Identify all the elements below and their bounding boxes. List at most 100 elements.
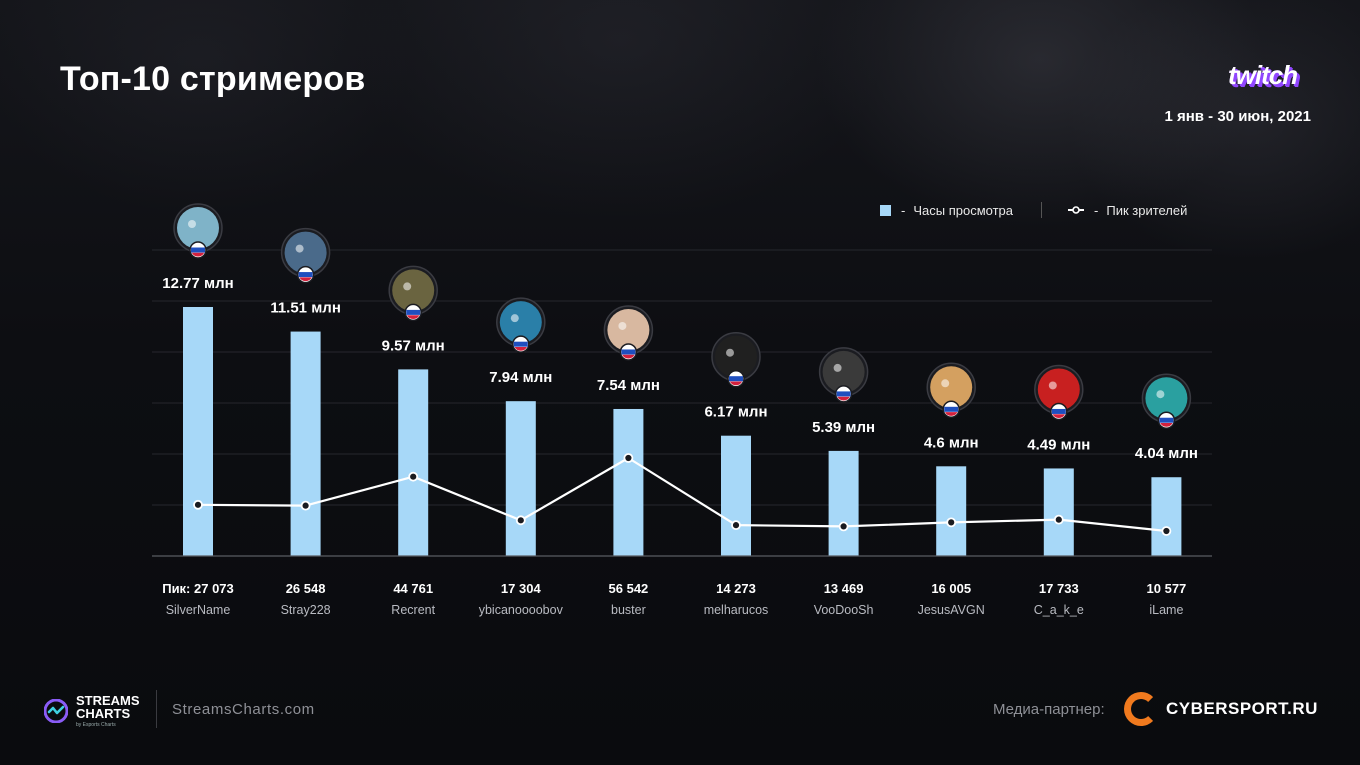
peak-viewers-label: 26 548 bbox=[286, 581, 326, 596]
streams-charts-icon bbox=[44, 699, 68, 723]
recrent-avatar bbox=[388, 265, 438, 322]
russia-flag-icon bbox=[942, 400, 960, 419]
flag-red bbox=[837, 396, 850, 401]
flag-red bbox=[407, 315, 420, 319]
twitch-logo: twitch bbox=[1228, 60, 1298, 90]
bar bbox=[936, 466, 967, 556]
flag-blue bbox=[944, 406, 959, 412]
avatar-image bbox=[930, 366, 973, 409]
chart-legend: - Часы просмотра - Пик зрителей bbox=[880, 202, 1187, 218]
peak-viewers-label: 16 005 bbox=[931, 581, 971, 596]
streams-charts-name-line2: CHARTS bbox=[76, 706, 131, 721]
peak-viewers-label: 56 542 bbox=[609, 581, 649, 596]
page-title: Топ-10 стримеров bbox=[60, 60, 366, 98]
bar bbox=[1043, 468, 1074, 556]
flag-red bbox=[514, 346, 527, 351]
avatar-image bbox=[177, 207, 219, 249]
avatar-image bbox=[607, 308, 650, 351]
peak-viewers-point bbox=[515, 515, 526, 526]
media-partner-label: Медиа-партнер: bbox=[993, 701, 1105, 718]
flag-blue bbox=[298, 272, 313, 278]
avatar-highlight bbox=[618, 321, 627, 330]
flag-red bbox=[729, 381, 743, 386]
streams-charts-logo[interactable]: STREAMS CHARTS by Esports Charts bbox=[44, 694, 140, 728]
flag-blue bbox=[836, 391, 851, 397]
streamer-name-label: SilverName bbox=[166, 603, 231, 617]
avatar-highlight bbox=[833, 363, 842, 372]
peak-viewers-label: 14 273 bbox=[716, 581, 756, 596]
avatar-highlight bbox=[1156, 390, 1165, 399]
flag-blue bbox=[191, 247, 205, 253]
bar bbox=[1151, 477, 1182, 556]
avatar-image bbox=[1145, 377, 1188, 420]
cybersport-name: CYBERSPORT.RU bbox=[1166, 699, 1318, 718]
avatar-image bbox=[715, 335, 757, 378]
peak-viewers-point bbox=[193, 499, 203, 510]
bar bbox=[398, 369, 429, 556]
bar-value-label: 7.94 млн bbox=[489, 369, 552, 386]
man-avatar bbox=[818, 347, 869, 403]
bar-value-label: 5.39 млн bbox=[812, 419, 875, 436]
streamer-name-label: melharucos bbox=[704, 603, 769, 617]
jesus-avatar bbox=[926, 362, 976, 419]
bar-value-label: 4.49 млн bbox=[1027, 436, 1090, 453]
peak-viewers-point bbox=[300, 500, 311, 511]
bar-value-label: 9.57 млн bbox=[382, 337, 445, 354]
russia-flag-icon bbox=[404, 303, 422, 322]
russia-flag-icon bbox=[296, 265, 315, 284]
avatar-image bbox=[1037, 368, 1080, 411]
streamer-name-label: buster bbox=[611, 603, 646, 617]
peak-viewers-point bbox=[731, 520, 741, 531]
bar-series bbox=[183, 307, 1182, 556]
flag-blue bbox=[729, 376, 743, 382]
avatar-highlight bbox=[295, 244, 304, 253]
peak-viewers-label: 13 469 bbox=[824, 581, 864, 596]
bar-value-label: 6.17 млн bbox=[704, 404, 767, 421]
avatar-image bbox=[392, 269, 435, 312]
peak-viewers-label: 17 733 bbox=[1039, 581, 1079, 596]
streams-charts-byline: by Esports Charts bbox=[76, 722, 116, 728]
avatar-highlight bbox=[1048, 381, 1057, 390]
bar-legend-label: Часы просмотра bbox=[913, 202, 1013, 218]
streamer-name-label: Stray228 bbox=[281, 603, 331, 617]
peak-viewers-label: Пик: 27 073 bbox=[162, 581, 234, 596]
flag-blue bbox=[1051, 408, 1066, 414]
avatar-highlight bbox=[510, 314, 519, 323]
bar bbox=[613, 408, 644, 556]
legend-separator bbox=[1041, 202, 1042, 218]
flag-red bbox=[622, 354, 635, 359]
flag-blue bbox=[513, 341, 528, 347]
bar-value-label: 4.6 млн bbox=[924, 434, 979, 451]
bar bbox=[505, 401, 536, 556]
bald-glasses-avatar bbox=[603, 305, 654, 361]
peak-viewers-label: 10 577 bbox=[1147, 581, 1187, 596]
bar bbox=[828, 450, 859, 556]
chart-grid bbox=[152, 249, 1212, 506]
streamer-name-label: ybicanoooobov bbox=[479, 603, 564, 617]
avatar-image bbox=[499, 301, 542, 344]
avatar-highlight bbox=[403, 282, 412, 291]
flag-red bbox=[1160, 423, 1173, 427]
green-face-avatar bbox=[1141, 373, 1192, 429]
cybersport-c-icon bbox=[1124, 692, 1158, 726]
cybersport-logo[interactable]: CYBERSPORT.RU bbox=[1124, 692, 1318, 726]
streamer-name-label: Recrent bbox=[391, 603, 435, 617]
bar-value-label: 11.51 млн bbox=[270, 300, 341, 317]
x-axis: Пик: 27 073 SilverName 26 548 Stray228 44 76… bbox=[152, 555, 1212, 617]
blue-blob-avatar bbox=[173, 203, 223, 259]
peak-viewers-point bbox=[1053, 514, 1064, 525]
avatar-highlight bbox=[188, 220, 196, 228]
footer-site-link[interactable]: StreamsCharts.com bbox=[172, 701, 315, 718]
streamer-name-label: iLame bbox=[1149, 603, 1183, 617]
peak-viewers-point bbox=[623, 453, 634, 463]
wolf-avatar bbox=[1034, 364, 1084, 421]
fire-avatar bbox=[280, 227, 331, 284]
che-avatar bbox=[496, 297, 546, 353]
russia-flag-icon bbox=[1157, 411, 1176, 429]
avatar-highlight bbox=[941, 379, 950, 388]
streamer-name-label: JesusAVGN bbox=[918, 603, 985, 617]
russia-flag-icon bbox=[619, 343, 638, 361]
legend-dash: - bbox=[901, 202, 906, 218]
